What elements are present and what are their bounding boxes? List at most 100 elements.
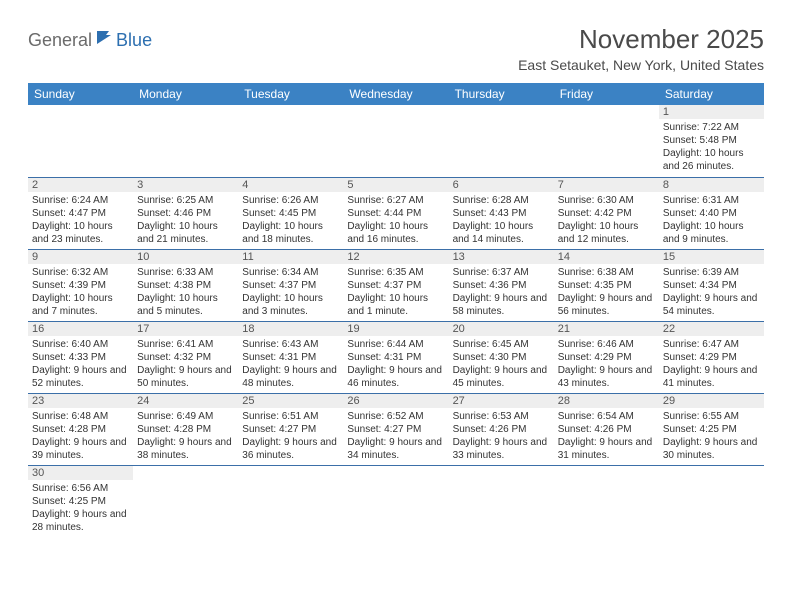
daylight-text: Daylight: 10 hours and 23 minutes. [32, 220, 129, 246]
day-body: Sunrise: 6:53 AMSunset: 4:26 PMDaylight:… [449, 408, 554, 464]
daylight-text: Daylight: 9 hours and 34 minutes. [347, 436, 444, 462]
day-number: 12 [343, 250, 448, 264]
calendar-cell: 18Sunrise: 6:43 AMSunset: 4:31 PMDayligh… [238, 321, 343, 393]
day-body: Sunrise: 6:40 AMSunset: 4:33 PMDaylight:… [28, 336, 133, 392]
day-number: 25 [238, 394, 343, 408]
calendar-row: 16Sunrise: 6:40 AMSunset: 4:33 PMDayligh… [28, 321, 764, 393]
calendar-cell: 7Sunrise: 6:30 AMSunset: 4:42 PMDaylight… [554, 177, 659, 249]
sunset-text: Sunset: 4:25 PM [32, 495, 129, 508]
daylight-text: Daylight: 9 hours and 52 minutes. [32, 364, 129, 390]
sunset-text: Sunset: 4:46 PM [137, 207, 234, 220]
daylight-text: Daylight: 9 hours and 36 minutes. [242, 436, 339, 462]
calendar-cell [133, 465, 238, 537]
weekday-header: Tuesday [238, 83, 343, 105]
sunset-text: Sunset: 4:29 PM [558, 351, 655, 364]
day-number: 17 [133, 322, 238, 336]
calendar-cell: 11Sunrise: 6:34 AMSunset: 4:37 PMDayligh… [238, 249, 343, 321]
logo: General Blue [28, 24, 152, 51]
day-body: Sunrise: 6:24 AMSunset: 4:47 PMDaylight:… [28, 192, 133, 248]
sunrise-text: Sunrise: 6:56 AM [32, 482, 129, 495]
day-body: Sunrise: 6:26 AMSunset: 4:45 PMDaylight:… [238, 192, 343, 248]
month-title: November 2025 [518, 24, 764, 55]
sunset-text: Sunset: 4:43 PM [453, 207, 550, 220]
sunrise-text: Sunrise: 6:33 AM [137, 266, 234, 279]
calendar-cell: 16Sunrise: 6:40 AMSunset: 4:33 PMDayligh… [28, 321, 133, 393]
sunrise-text: Sunrise: 6:32 AM [32, 266, 129, 279]
day-body: Sunrise: 6:35 AMSunset: 4:37 PMDaylight:… [343, 264, 448, 320]
sunrise-text: Sunrise: 6:24 AM [32, 194, 129, 207]
sunset-text: Sunset: 4:47 PM [32, 207, 129, 220]
calendar-cell: 27Sunrise: 6:53 AMSunset: 4:26 PMDayligh… [449, 393, 554, 465]
daylight-text: Daylight: 10 hours and 14 minutes. [453, 220, 550, 246]
location: East Setauket, New York, United States [518, 57, 764, 73]
calendar-cell: 25Sunrise: 6:51 AMSunset: 4:27 PMDayligh… [238, 393, 343, 465]
day-number: 14 [554, 250, 659, 264]
day-number: 24 [133, 394, 238, 408]
sunrise-text: Sunrise: 6:35 AM [347, 266, 444, 279]
day-body: Sunrise: 6:44 AMSunset: 4:31 PMDaylight:… [343, 336, 448, 392]
sunset-text: Sunset: 4:37 PM [347, 279, 444, 292]
day-body: Sunrise: 6:39 AMSunset: 4:34 PMDaylight:… [659, 264, 764, 320]
sunset-text: Sunset: 5:48 PM [663, 134, 760, 147]
sunrise-text: Sunrise: 6:38 AM [558, 266, 655, 279]
daylight-text: Daylight: 9 hours and 58 minutes. [453, 292, 550, 318]
sunset-text: Sunset: 4:39 PM [32, 279, 129, 292]
sunset-text: Sunset: 4:33 PM [32, 351, 129, 364]
day-number: 26 [343, 394, 448, 408]
calendar-cell: 29Sunrise: 6:55 AMSunset: 4:25 PMDayligh… [659, 393, 764, 465]
calendar-cell: 21Sunrise: 6:46 AMSunset: 4:29 PMDayligh… [554, 321, 659, 393]
calendar-cell [659, 465, 764, 537]
sunset-text: Sunset: 4:26 PM [558, 423, 655, 436]
calendar-cell: 15Sunrise: 6:39 AMSunset: 4:34 PMDayligh… [659, 249, 764, 321]
sunset-text: Sunset: 4:27 PM [242, 423, 339, 436]
calendar-cell: 20Sunrise: 6:45 AMSunset: 4:30 PMDayligh… [449, 321, 554, 393]
daylight-text: Daylight: 10 hours and 26 minutes. [663, 147, 760, 173]
sunrise-text: Sunrise: 6:48 AM [32, 410, 129, 423]
day-body: Sunrise: 6:38 AMSunset: 4:35 PMDaylight:… [554, 264, 659, 320]
day-body: Sunrise: 6:56 AMSunset: 4:25 PMDaylight:… [28, 480, 133, 536]
sunrise-text: Sunrise: 6:40 AM [32, 338, 129, 351]
calendar-row: 9 Sunrise: 6:32 AMSunset: 4:39 PM Daylight… [28, 249, 764, 321]
day-number: 9 [28, 250, 133, 264]
daylight-text: Daylight: 9 hours and 39 minutes. [32, 436, 129, 462]
sunset-text: Sunset: 4:30 PM [453, 351, 550, 364]
day-body: Sunrise: 6:45 AMSunset: 4:30 PMDaylight:… [449, 336, 554, 392]
daylight-text: Daylight: 9 hours and 38 minutes. [137, 436, 234, 462]
day-number: 10 [133, 250, 238, 264]
day-number: 30 [28, 466, 133, 480]
calendar-cell [554, 465, 659, 537]
day-number: 29 [659, 394, 764, 408]
sunset-text: Sunset: 4:27 PM [347, 423, 444, 436]
calendar-cell: 28Sunrise: 6:54 AMSunset: 4:26 PMDayligh… [554, 393, 659, 465]
calendar-cell: 19Sunrise: 6:44 AMSunset: 4:31 PMDayligh… [343, 321, 448, 393]
weekday-header-row: Sunday Monday Tuesday Wednesday Thursday… [28, 83, 764, 105]
daylight-text: Daylight: 9 hours and 50 minutes. [137, 364, 234, 390]
title-block: November 2025 East Setauket, New York, U… [518, 24, 764, 73]
daylight-text: Daylight: 10 hours and 3 minutes. [242, 292, 339, 318]
sunset-text: Sunset: 4:38 PM [137, 279, 234, 292]
sunset-text: Sunset: 4:36 PM [453, 279, 550, 292]
calendar-cell [343, 465, 448, 537]
calendar-row: 1Sunrise: 7:22 AMSunset: 5:48 PMDaylight… [28, 105, 764, 177]
calendar-cell: 23Sunrise: 6:48 AMSunset: 4:28 PMDayligh… [28, 393, 133, 465]
day-body: Sunrise: 6:30 AMSunset: 4:42 PMDaylight:… [554, 192, 659, 248]
sunset-text: Sunset: 4:28 PM [137, 423, 234, 436]
weekday-header: Monday [133, 83, 238, 105]
sunset-text: Sunset: 4:42 PM [558, 207, 655, 220]
sunrise-text: Sunrise: 6:46 AM [558, 338, 655, 351]
weekday-header: Thursday [449, 83, 554, 105]
sunrise-text: Sunrise: 7:22 AM [663, 121, 760, 134]
calendar-cell: 12Sunrise: 6:35 AMSunset: 4:37 PMDayligh… [343, 249, 448, 321]
sunrise-text: Sunrise: 6:30 AM [558, 194, 655, 207]
daylight-text: Daylight: 9 hours and 45 minutes. [453, 364, 550, 390]
sunrise-text: Sunrise: 6:37 AM [453, 266, 550, 279]
day-body: Sunrise: 6:31 AMSunset: 4:40 PMDaylight:… [659, 192, 764, 248]
calendar-cell: 13Sunrise: 6:37 AMSunset: 4:36 PMDayligh… [449, 249, 554, 321]
day-number: 11 [238, 250, 343, 264]
flag-icon [96, 30, 116, 51]
calendar-cell [343, 105, 448, 177]
calendar-cell: 10Sunrise: 6:33 AMSunset: 4:38 PMDayligh… [133, 249, 238, 321]
calendar-cell: 4Sunrise: 6:26 AMSunset: 4:45 PMDaylight… [238, 177, 343, 249]
weekday-header: Friday [554, 83, 659, 105]
daylight-text: Daylight: 9 hours and 43 minutes. [558, 364, 655, 390]
